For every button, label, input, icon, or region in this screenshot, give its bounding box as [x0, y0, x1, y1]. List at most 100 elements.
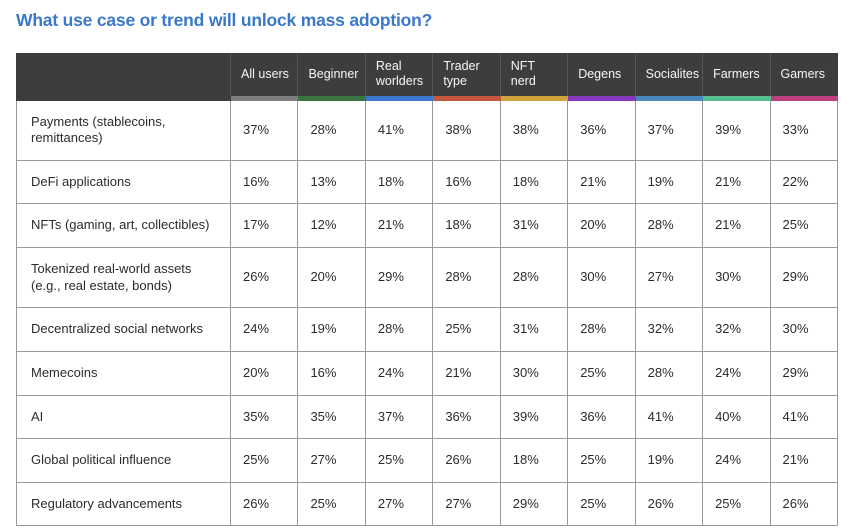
value-cell: 41% [364, 97, 434, 161]
value-cell: 13% [297, 159, 366, 205]
value-cell: 19% [297, 307, 366, 352]
page-title: What use case or trend will unlock mass … [16, 10, 433, 30]
value-cell: 32% [702, 307, 771, 352]
value-cell: 26% [769, 481, 838, 527]
value-cell: 25% [432, 307, 501, 352]
value-cell: 41% [769, 394, 838, 440]
value-cell: 28% [364, 307, 434, 352]
column-header-real-worlders: Real worlders [364, 53, 433, 101]
value-cell: 16% [432, 159, 501, 205]
value-cell: 27% [432, 481, 501, 527]
value-cell: 33% [769, 97, 838, 161]
value-cell: 30% [499, 350, 569, 396]
value-cell: 18% [499, 159, 569, 205]
value-cell: 25% [297, 481, 366, 527]
value-cell: 27% [364, 481, 434, 527]
value-cell: 28% [432, 246, 501, 309]
value-cell: 24% [229, 307, 299, 352]
value-cell: 36% [567, 394, 636, 440]
value-cell: 32% [634, 307, 704, 352]
value-cell: 20% [567, 203, 636, 248]
row-label: Tokenized real-world assets (e.g., real … [16, 246, 231, 309]
value-cell: 30% [769, 307, 838, 352]
value-cell: 29% [499, 481, 569, 527]
table-row: Regulatory advancements 26% 25% 27% 27% 29% 25… [16, 481, 838, 527]
column-header-farmers: Farmers [702, 53, 770, 101]
value-cell: 29% [769, 246, 838, 309]
column-header-trader-type: Trader type [432, 53, 501, 101]
value-cell: 28% [297, 97, 366, 161]
value-cell: 35% [297, 394, 366, 440]
corner-header-cell [16, 53, 231, 101]
value-cell: 37% [229, 97, 299, 161]
value-cell: 20% [229, 350, 299, 396]
value-cell: 24% [702, 350, 771, 396]
value-cell: 28% [634, 350, 704, 396]
table-row: Payments (stablecoins, remittances) 37% 28… [16, 97, 838, 161]
value-cell: 25% [769, 203, 838, 248]
table-body: Payments (stablecoins, remittances) 37% 28… [16, 97, 838, 527]
value-cell: 24% [364, 350, 434, 396]
value-cell: 28% [499, 246, 569, 309]
value-cell: 22% [769, 159, 838, 205]
value-cell: 20% [297, 246, 366, 309]
value-cell: 30% [567, 246, 636, 309]
value-cell: 41% [634, 394, 704, 440]
value-cell: 24% [702, 438, 771, 483]
table-row: AI 35% 35% 37% 36% 39% 36% 41% 40% 41% [16, 394, 838, 440]
value-cell: 25% [229, 438, 299, 483]
value-cell: 25% [567, 481, 636, 527]
header-row: All users Beginner Real worlders Trader typ… [16, 53, 838, 101]
table-header: All users Beginner Real worlders Trader typ… [16, 53, 838, 101]
value-cell: 21% [702, 203, 771, 248]
row-label: Regulatory advancements [16, 481, 231, 527]
value-cell: 21% [364, 203, 434, 248]
value-cell: 26% [432, 438, 501, 483]
value-cell: 40% [702, 394, 771, 440]
column-header-degens: Degens [567, 53, 636, 101]
value-cell: 38% [432, 97, 501, 161]
value-cell: 35% [229, 394, 299, 440]
value-cell: 21% [702, 159, 771, 205]
row-label: Payments (stablecoins, remittances) [16, 97, 231, 161]
value-cell: 27% [634, 246, 704, 309]
value-cell: 28% [567, 307, 636, 352]
value-cell: 19% [634, 159, 704, 205]
value-cell: 27% [297, 438, 366, 483]
value-cell: 18% [364, 159, 434, 205]
value-cell: 21% [567, 159, 636, 205]
value-cell: 12% [297, 203, 366, 248]
table-row: Decentralized social networks 24% 19% 28% 25… [16, 307, 838, 352]
row-label: AI [16, 394, 231, 440]
column-header-beginner: Beginner [297, 53, 366, 101]
value-cell: 28% [634, 203, 704, 248]
value-cell: 16% [229, 159, 299, 205]
value-cell: 29% [364, 246, 434, 309]
adoption-survey-table: All users Beginner Real worlders Trader typ… [16, 53, 838, 527]
table-row: Memecoins 20% 16% 24% 21% 30% 25% 28% 24% 29% [16, 350, 838, 396]
column-header-gamers: Gamers [769, 53, 838, 101]
column-header-nft-nerd: NFT nerd [499, 53, 568, 101]
column-header-all-users: All users [229, 53, 298, 101]
value-cell: 26% [634, 481, 704, 527]
column-header-socialites: Socialites [634, 53, 703, 101]
table-row: DeFi applications 16% 13% 18% 16% 18% 21% 19% 21… [16, 159, 838, 205]
value-cell: 38% [499, 97, 569, 161]
value-cell: 29% [769, 350, 838, 396]
value-cell: 19% [634, 438, 704, 483]
value-cell: 25% [567, 350, 636, 396]
row-label: Decentralized social networks [16, 307, 231, 352]
row-label: DeFi applications [16, 159, 231, 205]
value-cell: 18% [499, 438, 569, 483]
value-cell: 18% [432, 203, 501, 248]
value-cell: 26% [229, 481, 299, 527]
value-cell: 25% [702, 481, 771, 527]
table-row: NFTs (gaming, art, collectibles) 17% 12% 21… [16, 203, 838, 248]
table-row: Global political influence 25% 27% 25% 26% 18… [16, 438, 838, 483]
value-cell: 31% [499, 307, 569, 352]
row-label: NFTs (gaming, art, collectibles) [16, 203, 231, 248]
value-cell: 16% [297, 350, 366, 396]
value-cell: 39% [702, 97, 771, 161]
value-cell: 36% [567, 97, 636, 161]
